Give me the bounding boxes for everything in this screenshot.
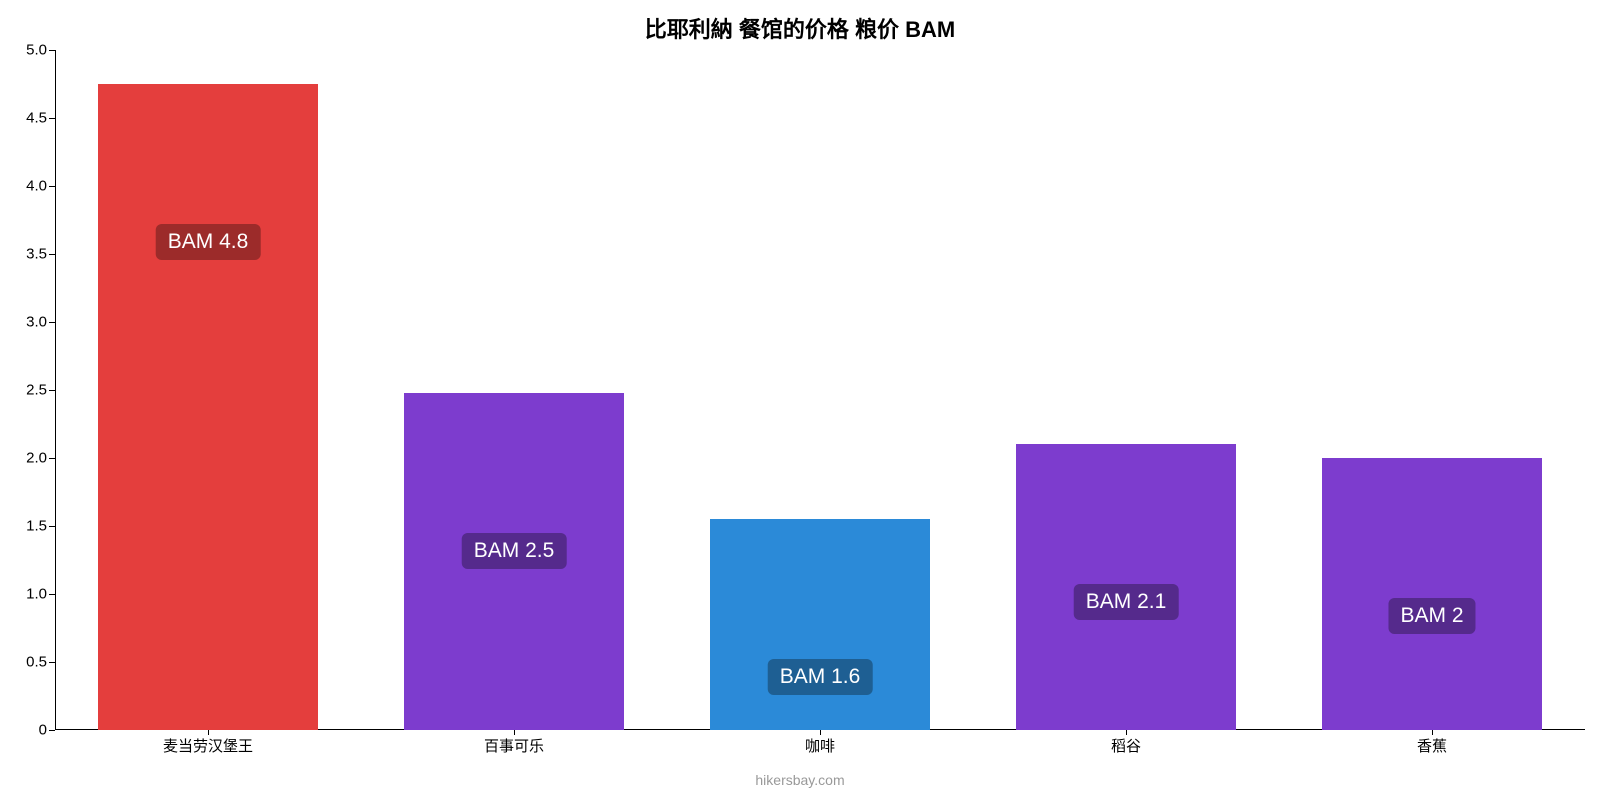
x-tick-mark — [514, 730, 515, 735]
bar — [710, 519, 930, 730]
x-tick-mark — [208, 730, 209, 735]
y-tick-mark — [49, 50, 55, 51]
bar-value-badge: BAM 2.5 — [462, 533, 567, 569]
x-tick-mark — [820, 730, 821, 735]
bar — [1322, 458, 1542, 730]
bar-value-badge: BAM 2 — [1388, 598, 1475, 634]
y-tick-mark — [49, 730, 55, 731]
y-tick-mark — [49, 118, 55, 119]
y-tick-label: 2.0 — [26, 450, 47, 467]
y-tick-mark — [49, 322, 55, 323]
attribution-text: hikersbay.com — [0, 772, 1600, 788]
y-tick-label: 4.5 — [26, 110, 47, 127]
x-tick-mark — [1432, 730, 1433, 735]
bar-value-badge: BAM 4.8 — [156, 224, 261, 260]
x-category-label: 百事可乐 — [484, 735, 544, 756]
x-category-label: 香蕉 — [1417, 735, 1447, 756]
y-tick-mark — [49, 458, 55, 459]
y-tick-mark — [49, 186, 55, 187]
y-tick-mark — [49, 662, 55, 663]
chart-title: 比耶利納 餐馆的价格 粮价 BAM — [0, 12, 1600, 44]
y-tick-label: 4.0 — [26, 178, 47, 195]
bar-value-badge: BAM 2.1 — [1074, 584, 1179, 620]
y-tick-mark — [49, 254, 55, 255]
x-category-label: 稻谷 — [1111, 735, 1141, 756]
y-tick-label: 0 — [39, 722, 47, 739]
x-tick-mark — [1126, 730, 1127, 735]
plot-area: BAM 4.8 BAM 2.5 BAM 1.6 BAM 2.1 BAM 2 — [55, 50, 1585, 730]
y-tick-label: 0.5 — [26, 654, 47, 671]
y-tick-mark — [49, 594, 55, 595]
y-tick-label: 3.5 — [26, 246, 47, 263]
y-tick-label: 3.0 — [26, 314, 47, 331]
chart-container: 比耶利納 餐馆的价格 粮价 BAM 0 0.5 1.0 1.5 2.0 2.5 3.0 3.5… — [0, 0, 1600, 800]
y-tick-mark — [49, 390, 55, 391]
y-tick-label: 5.0 — [26, 42, 47, 59]
x-category-label: 麦当劳汉堡王 — [163, 735, 253, 756]
x-category-label: 咖啡 — [805, 735, 835, 756]
bar — [98, 84, 318, 730]
y-tick-mark — [49, 526, 55, 527]
y-axis: 00.51.01.52.02.53.03.54.04.55.0 — [0, 50, 55, 730]
y-tick-label: 2.5 — [26, 382, 47, 399]
bar-value-badge: BAM 1.6 — [768, 659, 873, 695]
y-tick-label: 1.0 — [26, 586, 47, 603]
y-axis-line — [55, 50, 56, 730]
y-tick-label: 1.5 — [26, 518, 47, 535]
